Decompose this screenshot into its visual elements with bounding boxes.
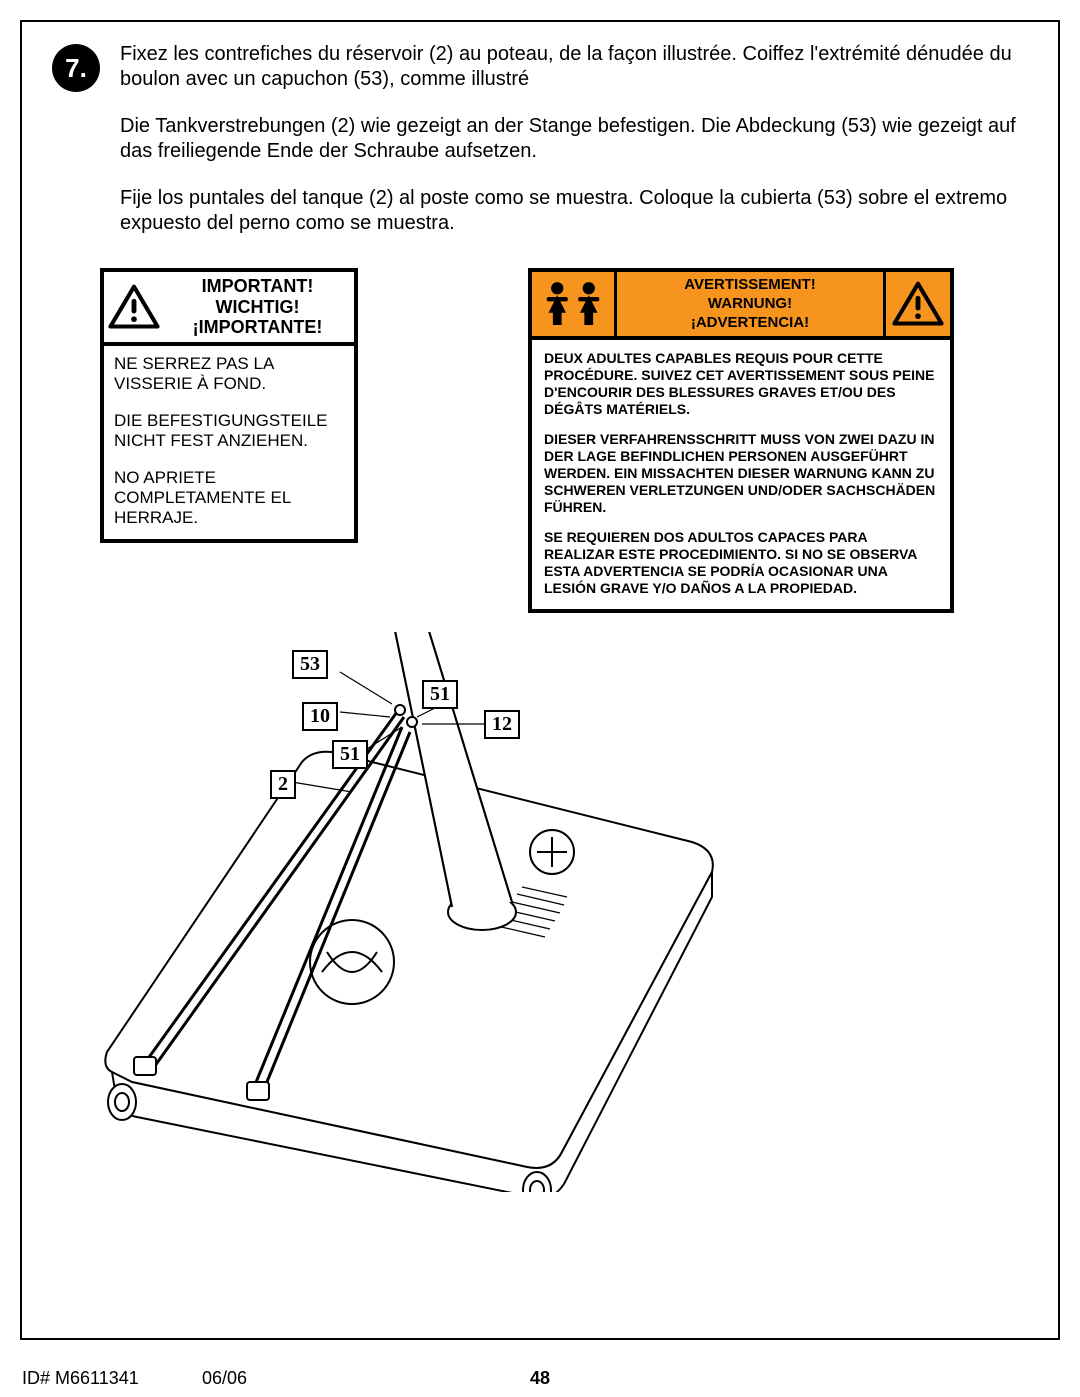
important-title-en: IMPORTANT! <box>202 276 314 296</box>
assembly-diagram: 53 51 10 12 51 2 <box>52 632 772 1192</box>
important-box: IMPORTANT! WICHTIG! ¡IMPORTANTE! NE SERR… <box>100 268 358 543</box>
notice-row: IMPORTANT! WICHTIG! ¡IMPORTANTE! NE SERR… <box>52 268 1028 613</box>
warning-title-es: ¡ADVERTENCIA! <box>691 314 809 331</box>
step-instructions: Fixez les contrefiches du réservoir (2) … <box>120 42 1028 258</box>
warning-title: AVERTISSEMENT! WARNUNG! ¡ADVERTENCIA! <box>617 272 886 336</box>
warning-title-fr: AVERTISSEMENT! <box>684 276 815 293</box>
warning-triangle-icon <box>892 281 944 327</box>
warning-body-es: SE REQUIEREN DOS ADULTOS CAPACES PARA RE… <box>544 529 938 596</box>
callout-51-lower: 51 <box>332 740 368 769</box>
important-body-de: DIE BEFESTIGUNGSTEILE NICHT FEST ANZIEHE… <box>114 411 344 452</box>
step-number-badge: 7. <box>52 44 100 92</box>
important-body-fr: NE SERREZ PAS LA VISSERIE À FOND. <box>114 354 344 395</box>
important-title-de: WICHTIG! <box>216 297 300 317</box>
warning-box: AVERTISSEMENT! WARNUNG! ¡ADVERTENCIA! DE… <box>528 268 954 613</box>
instruction-fr: Fixez les contrefiches du réservoir (2) … <box>120 42 1028 92</box>
warning-body-de: DIESER VERFAHRENSSCHRITT MUSS VON ZWEI D… <box>544 431 938 515</box>
diagram-svg <box>52 632 772 1192</box>
warning-icon-cell <box>886 272 950 336</box>
instruction-de: Die Tankverstrebungen (2) wie gezeigt an… <box>120 114 1028 164</box>
warning-body: DEUX ADULTES CAPABLES REQUIS POUR CETTE … <box>532 340 950 608</box>
important-body: NE SERREZ PAS LA VISSERIE À FOND. DIE BE… <box>104 346 354 539</box>
warning-header: AVERTISSEMENT! WARNUNG! ¡ADVERTENCIA! <box>532 272 950 340</box>
footer-page-number: 48 <box>530 1368 550 1389</box>
instruction-es: Fije los puntales del tanque (2) al post… <box>120 186 1028 236</box>
footer-date: 06/06 <box>202 1368 247 1389</box>
warning-title-de: WARNUNG! <box>708 295 792 312</box>
warning-triangle-icon <box>108 284 160 330</box>
two-people-icon <box>538 279 608 329</box>
important-body-es: NO APRIETE COMPLETAMENTE EL HERRAJE. <box>114 468 344 529</box>
important-header: IMPORTANT! WICHTIG! ¡IMPORTANTE! <box>104 272 354 346</box>
callout-2: 2 <box>270 770 296 799</box>
important-title: IMPORTANT! WICHTIG! ¡IMPORTANTE! <box>165 276 350 338</box>
callout-12: 12 <box>484 710 520 739</box>
footer-id: ID# M6611341 <box>22 1368 139 1389</box>
callout-10: 10 <box>302 702 338 731</box>
step-header: 7. Fixez les contrefiches du réservoir (… <box>52 42 1028 258</box>
two-people-cell <box>532 272 617 336</box>
page-frame: 7. Fixez les contrefiches du réservoir (… <box>20 20 1060 1340</box>
warning-body-fr: DEUX ADULTES CAPABLES REQUIS POUR CETTE … <box>544 350 938 417</box>
callout-53: 53 <box>292 650 328 679</box>
important-title-es: ¡IMPORTANTE! <box>193 317 323 337</box>
callout-51-upper: 51 <box>422 680 458 709</box>
